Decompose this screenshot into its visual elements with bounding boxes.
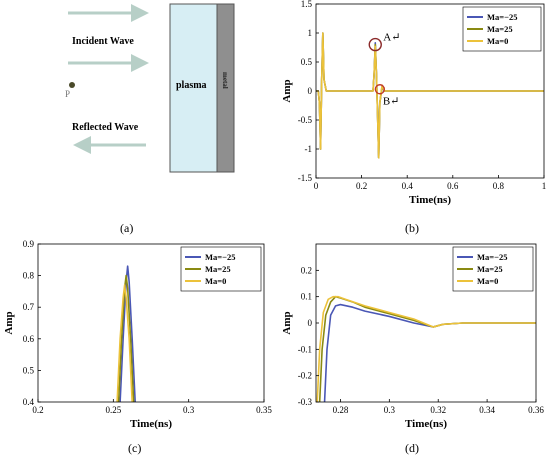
- plasma-label: plasma: [176, 80, 207, 91]
- y-tick-label-c: 0.5: [23, 365, 35, 375]
- legend-entry-b-2: Ma=0: [487, 36, 508, 46]
- legend-entry-c-1: Ma=25: [205, 264, 231, 274]
- legend-entry-c-0: Ma=−25: [205, 252, 235, 262]
- x-axis-label-b: Time(ns): [409, 194, 451, 206]
- y-tick-label-c: 0.9: [23, 239, 35, 249]
- y-tick-label-b: 0: [308, 86, 313, 96]
- legend-entry-b-0: Ma=−25: [487, 12, 517, 22]
- annotation-circle-b: [374, 84, 386, 95]
- legend-entry-d-2: Ma=0: [477, 276, 498, 286]
- y-axis-label-b: Amp: [281, 79, 293, 102]
- caption-d: (d): [405, 441, 419, 455]
- y-tick-label-b: 1: [308, 28, 313, 38]
- axes-frame-c: [37, 243, 265, 403]
- series-line-d-0: [323, 303, 536, 402]
- x-tick-label-b: 0.2: [356, 181, 367, 191]
- y-tick-label-b: 1.5: [301, 0, 313, 9]
- series-line-d-1: [318, 295, 536, 402]
- y-tick-label-c: 0.8: [23, 271, 35, 281]
- y-tick-label-b: -1.5: [298, 173, 313, 183]
- panel-a: Incident Wave Reflected Wave plasma meta…: [65, 3, 235, 235]
- legend-entry-d-0: Ma=−25: [477, 252, 507, 262]
- y-axis-label-d: Amp: [281, 311, 293, 334]
- legend-entry-d-1: Ma=25: [477, 264, 503, 274]
- y-tick-label-d: 0: [308, 318, 313, 328]
- chart-b: 0 0.2 0.4 0.6 0.8 1 -1.5 -1 -0.5 0 0.5 1 1.5 Time(ns)…: [281, 0, 546, 235]
- series-line-c-2: [116, 284, 133, 402]
- caption-a: (a): [120, 221, 133, 235]
- annotation-circle-a: [368, 37, 382, 52]
- caption-c: (c): [128, 441, 141, 455]
- y-tick-label-c: 0.6: [23, 334, 35, 344]
- x-tick-label-d: 0.3: [384, 405, 396, 415]
- y-tick-label-d: -0.1: [298, 344, 312, 354]
- series-line-b-1: [316, 32, 544, 159]
- series-line-c-0: [119, 265, 136, 402]
- point-p-label: P: [65, 89, 70, 99]
- y-tick-label-d: -0.3: [298, 397, 313, 407]
- y-tick-label-b: 0.5: [301, 57, 313, 67]
- x-tick-label-c: 0.3: [183, 405, 195, 415]
- x-tick-label-c: 0.35: [256, 405, 272, 415]
- series-line-d-2: [316, 295, 536, 402]
- point-p-dot: [69, 82, 75, 88]
- y-tick-label-c: 0.7: [23, 302, 35, 312]
- legend-entry-b-1: Ma=25: [487, 24, 513, 34]
- x-tick-label-d: 0.32: [430, 405, 446, 415]
- metal-label: metal: [221, 72, 229, 89]
- caption-b: (b): [405, 221, 419, 235]
- annotation-label-b: B↵: [383, 95, 400, 107]
- legend-entry-c-2: Ma=0: [205, 276, 226, 286]
- x-tick-label-b: 0.4: [402, 181, 414, 191]
- x-tick-label-b: 0.6: [447, 181, 459, 191]
- metal-block: [216, 3, 235, 173]
- reflected-wave-label: Reflected Wave: [72, 122, 139, 133]
- x-tick-label-b: 0: [314, 181, 319, 191]
- x-tick-label-b: 1: [542, 181, 547, 191]
- y-tick-label-d: 0.1: [301, 292, 312, 302]
- y-tick-label-b: -0.5: [298, 115, 313, 125]
- x-tick-label-b: 0.8: [493, 181, 505, 191]
- y-tick-label-b: -1: [305, 144, 313, 154]
- y-axis-label-c: Amp: [3, 311, 15, 334]
- x-tick-label-c: 0.25: [105, 405, 121, 415]
- x-axis-label-d: Time(ns): [405, 418, 447, 430]
- y-tick-label-c: 0.4: [23, 397, 35, 407]
- series-line-c-1: [117, 274, 135, 402]
- chart-d: 0.28 0.3 0.32 0.34 0.36 -0.3 -0.2 -0.1 0 0.1 0.2 Ti…: [281, 243, 544, 455]
- y-tick-label-d: 0.2: [301, 265, 312, 275]
- y-tick-label-d: -0.2: [298, 371, 312, 381]
- x-tick-label-c: 0.2: [32, 405, 43, 415]
- annotation-label-a: A↵: [383, 32, 400, 44]
- chart-c: 0.2 0.25 0.3 0.35 0.4 0.5 0.6 0.7 0.8 0.9 Time(ns)…: [3, 239, 272, 455]
- incident-wave-label: Incident Wave: [72, 36, 134, 47]
- x-tick-label-d: 0.34: [479, 405, 495, 415]
- series-line-b-2: [316, 32, 544, 159]
- plasma-block: [169, 3, 218, 173]
- x-axis-label-c: Time(ns): [130, 418, 172, 430]
- x-tick-label-d: 0.28: [333, 405, 349, 415]
- series-line-b-0: [316, 32, 544, 159]
- x-tick-label-d: 0.36: [528, 405, 544, 415]
